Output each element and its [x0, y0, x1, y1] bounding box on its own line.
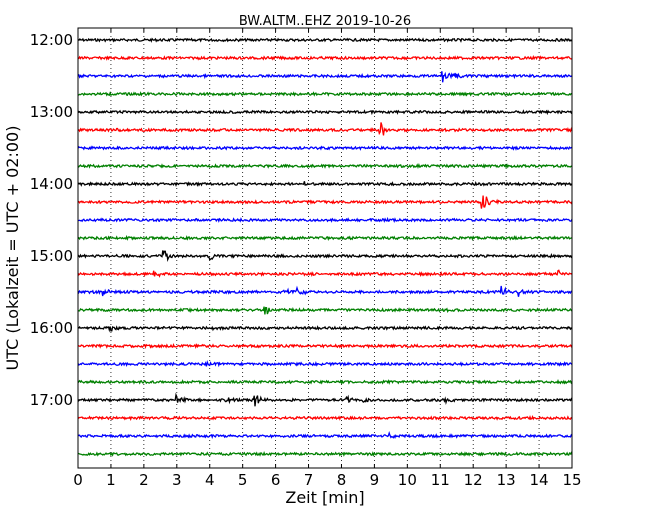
- trace-1515: [77, 269, 573, 278]
- y-tick-label: 15:00: [30, 247, 73, 265]
- trace-1345: [77, 162, 573, 169]
- y-tick-label: 17:00: [30, 391, 73, 409]
- chart-title: BW.ALTM..EHZ 2019-10-26: [239, 14, 411, 29]
- y-axis-label: UTC (Lokalzeit = UTC + 02:00): [3, 126, 22, 371]
- trace-1500: [77, 250, 573, 262]
- x-tick-label: 12: [464, 471, 483, 489]
- x-tick-label: 0: [73, 471, 83, 489]
- trace-1545: [77, 306, 573, 315]
- grid-layer: [110, 28, 540, 468]
- x-tick-label: 13: [497, 471, 516, 489]
- x-tick-label: 5: [238, 471, 248, 489]
- trace-1415: [77, 195, 573, 209]
- trace-1600: [77, 325, 573, 333]
- x-tick-label: 15: [562, 471, 581, 489]
- trace-1430: [78, 216, 573, 224]
- trace-1215: [77, 55, 573, 61]
- trace-1245: [77, 90, 573, 97]
- y-tick-label: 14:00: [30, 175, 73, 193]
- trace-1300: [77, 109, 573, 116]
- x-tick-label: 10: [398, 471, 417, 489]
- x-tick-label: 3: [172, 471, 182, 489]
- trace-1615: [77, 343, 573, 350]
- x-tick-label: 8: [337, 471, 347, 489]
- trace-1645: [77, 379, 573, 385]
- trace-layer: [77, 37, 573, 457]
- x-axis-label: Zeit [min]: [285, 488, 364, 507]
- trace-1700: [77, 392, 573, 407]
- x-tick-label: 1: [106, 471, 116, 489]
- x-tick-label: 11: [431, 471, 450, 489]
- x-tick-label: 2: [139, 471, 149, 489]
- x-axis: 0 1 2 3 4 5 6 7 8 9 10 11 12 13 14 15: [73, 28, 582, 489]
- trace-1330: [77, 145, 573, 151]
- y-tick-label: 16:00: [30, 319, 73, 337]
- x-tick-label: 6: [271, 471, 281, 489]
- trace-1200: [77, 37, 573, 43]
- trace-1530: [77, 285, 573, 297]
- trace-1630: [77, 360, 573, 368]
- trace-1730: [77, 431, 573, 440]
- trace-1445: [77, 234, 573, 241]
- y-axis: 12:00 13:00 14:00 15:00 16:00 17:00: [30, 31, 572, 409]
- y-tick-label: 13:00: [30, 103, 73, 121]
- plot-frame: [77, 27, 573, 469]
- y-tick-label: 12:00: [30, 31, 73, 49]
- x-tick-label: 7: [304, 471, 314, 489]
- trace-1315: [77, 122, 573, 136]
- trace-1715: [77, 415, 573, 421]
- x-tick-label: 14: [530, 471, 549, 489]
- trace-1745: [77, 450, 573, 457]
- x-tick-label: 4: [205, 471, 215, 489]
- x-tick-label: 9: [370, 471, 380, 489]
- trace-1400: [78, 181, 573, 188]
- trace-1230: [77, 71, 573, 83]
